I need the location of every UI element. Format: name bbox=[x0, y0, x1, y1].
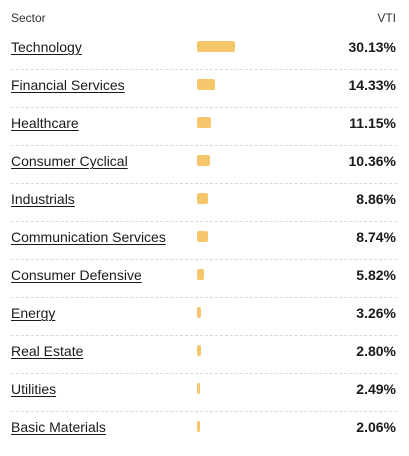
weight-value: 8.86% bbox=[356, 191, 396, 207]
sector-link[interactable]: Technology bbox=[11, 39, 82, 55]
weight-bar bbox=[197, 345, 201, 356]
sector-link[interactable]: Consumer Defensive bbox=[11, 267, 142, 283]
table-header: Sector VTI bbox=[0, 0, 409, 32]
weight-bar bbox=[197, 307, 201, 318]
weight-value: 3.26% bbox=[356, 305, 396, 321]
table-row: Healthcare 11.15% bbox=[11, 108, 397, 146]
weight-bar bbox=[197, 41, 235, 52]
table-row: Communication Services 8.74% bbox=[11, 222, 397, 260]
vti-column-header: VTI bbox=[377, 11, 396, 25]
weight-bar bbox=[197, 383, 200, 394]
sector-link[interactable]: Healthcare bbox=[11, 115, 79, 131]
table-row: Basic Materials 2.06% bbox=[11, 412, 397, 450]
weight-value: 2.49% bbox=[356, 381, 396, 397]
weight-bar bbox=[197, 79, 215, 90]
weight-bar bbox=[197, 117, 211, 128]
table-row: Consumer Defensive 5.82% bbox=[11, 260, 397, 298]
weight-value: 10.36% bbox=[348, 153, 396, 169]
weight-value: 30.13% bbox=[348, 39, 396, 55]
weight-bar bbox=[197, 193, 208, 204]
table-row: Financial Services 14.33% bbox=[11, 70, 397, 108]
sector-link[interactable]: Basic Materials bbox=[11, 419, 106, 435]
table-row: Utilities 2.49% bbox=[11, 374, 397, 412]
sector-link[interactable]: Real Estate bbox=[11, 343, 84, 359]
sector-link[interactable]: Industrials bbox=[11, 191, 75, 207]
weight-value: 5.82% bbox=[356, 267, 396, 283]
weight-bar bbox=[197, 231, 208, 242]
sector-link[interactable]: Communication Services bbox=[11, 229, 166, 245]
table-row: Real Estate 2.80% bbox=[11, 336, 397, 374]
sector-link[interactable]: Financial Services bbox=[11, 77, 125, 93]
table-row: Consumer Cyclical 10.36% bbox=[11, 146, 397, 184]
sector-column-header: Sector bbox=[11, 11, 46, 25]
weight-value: 8.74% bbox=[356, 229, 396, 245]
weight-value: 2.80% bbox=[356, 343, 396, 359]
table-row: Industrials 8.86% bbox=[11, 184, 397, 222]
sector-link[interactable]: Utilities bbox=[11, 381, 57, 397]
weight-bar bbox=[197, 421, 200, 432]
table-row: Technology 30.13% bbox=[11, 32, 397, 70]
sector-link[interactable]: Consumer Cyclical bbox=[11, 153, 128, 169]
weight-value: 2.06% bbox=[356, 419, 396, 435]
weight-value: 11.15% bbox=[349, 115, 396, 131]
table-row: Energy 3.26% bbox=[11, 298, 397, 336]
weight-bar bbox=[197, 155, 210, 166]
sector-link[interactable]: Energy bbox=[11, 305, 56, 321]
weight-bar bbox=[197, 269, 204, 280]
sector-rows: Technology 30.13% Financial Services 14.… bbox=[0, 32, 409, 450]
weight-value: 14.33% bbox=[348, 77, 396, 93]
